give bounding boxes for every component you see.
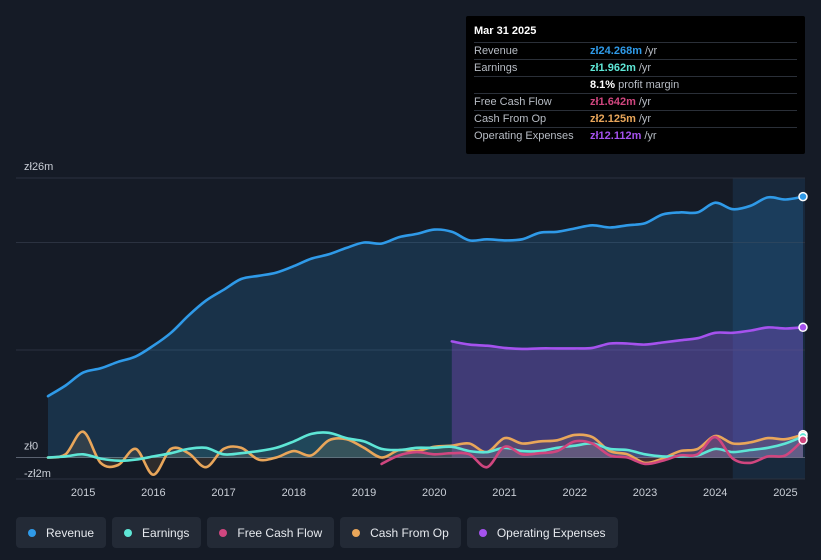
tooltip-row-value: zł12.112m bbox=[590, 130, 642, 142]
legend-item-label: Earnings bbox=[142, 525, 190, 540]
legend-dot-icon bbox=[124, 528, 133, 537]
operating-expenses-end-marker bbox=[798, 322, 808, 333]
data-tooltip: Mar 31 2025 Revenue zł24.268m/yr Earnings z… bbox=[466, 16, 805, 154]
x-axis-ticks: 2015 2016 2017 2018 2019 2020 2021 2022 2023 2024… bbox=[71, 487, 798, 499]
legend-dot-icon bbox=[219, 528, 228, 537]
y-axis-labels: zł26m zł0 -zł2m bbox=[24, 161, 53, 480]
legend-dot-icon bbox=[478, 528, 487, 537]
legend-item-label: Operating Expenses bbox=[496, 525, 606, 540]
x-tick-label: 2018 bbox=[282, 487, 306, 499]
tooltip-row: Earnings zł1.962m/yr bbox=[474, 59, 797, 76]
x-tick-label: 2019 bbox=[352, 487, 376, 499]
legend-item-cash-from-op[interactable]: Cash From Op bbox=[340, 517, 461, 548]
operating-expenses-area bbox=[451, 327, 803, 458]
legend-item-label: Revenue bbox=[46, 525, 95, 540]
chart-legend: Revenue Earnings Free Cash Flow Cash From O… bbox=[16, 517, 618, 548]
tooltip-row-unit: profit margin bbox=[618, 79, 680, 91]
x-tick-label: 2020 bbox=[422, 487, 446, 499]
x-tick-label: 2025 bbox=[773, 487, 797, 499]
tooltip-row: Cash From Op zł2.125m/yr bbox=[474, 110, 797, 127]
x-tick-label: 2016 bbox=[141, 487, 165, 499]
revenue-area bbox=[48, 196, 803, 458]
legend-item-revenue[interactable]: Revenue bbox=[16, 517, 107, 548]
x-tick-label: 2024 bbox=[703, 487, 727, 499]
tooltip-row-label: Cash From Op bbox=[474, 113, 547, 125]
tooltip-row-label: Free Cash Flow bbox=[474, 96, 552, 108]
y-axis-label: -zł2m bbox=[24, 468, 51, 480]
tooltip-row-label bbox=[474, 77, 590, 93]
tooltip-row-value: zł24.268m bbox=[590, 45, 642, 57]
legend-dot-icon bbox=[352, 528, 361, 537]
tooltip-row-unit: /yr bbox=[638, 62, 652, 74]
legend-item-operating-expenses[interactable]: Operating Expenses bbox=[466, 517, 618, 548]
x-tick-label: 2021 bbox=[492, 487, 516, 499]
y-axis-label: zł0 bbox=[24, 441, 38, 453]
revenue-line bbox=[46, 195, 805, 398]
revenue-end-marker bbox=[798, 191, 808, 202]
x-tick-label: 2022 bbox=[563, 487, 587, 499]
series-end-markers bbox=[798, 191, 808, 445]
tooltip-row-value: 8.1% bbox=[590, 79, 616, 91]
legend-item-label: Cash From Op bbox=[370, 525, 449, 540]
legend-item-label: Free Cash Flow bbox=[237, 525, 323, 540]
free-cash-flow-area bbox=[381, 437, 803, 468]
tooltip-row-unit: /yr bbox=[638, 96, 652, 108]
legend-item-earnings[interactable]: Earnings bbox=[112, 517, 202, 548]
legend-item-free-cash-flow[interactable]: Free Cash Flow bbox=[207, 517, 335, 548]
legend-dot-icon bbox=[28, 528, 36, 537]
tooltip-date: Mar 31 2025 bbox=[474, 25, 537, 37]
tooltip-row-label: Earnings bbox=[474, 62, 518, 74]
free-cash-flow-line bbox=[380, 435, 805, 469]
tooltip-row-label: Operating Expenses bbox=[474, 130, 574, 142]
y-axis-label: zł26m bbox=[24, 161, 53, 173]
x-tick-label: 2017 bbox=[211, 487, 235, 499]
tooltip-row-unit: /yr bbox=[638, 113, 652, 125]
x-tick-label: 2023 bbox=[633, 487, 657, 499]
tooltip-row-unit: /yr bbox=[644, 130, 657, 142]
free-cash-flow-end-marker bbox=[798, 435, 808, 445]
tooltip-row: Operating Expenses zł12.112m/yr bbox=[474, 127, 797, 144]
tooltip-row-value: zł1.962m bbox=[590, 62, 636, 74]
x-tick-label: 2015 bbox=[71, 487, 95, 499]
tooltip-row-value: zł1.642m bbox=[590, 96, 636, 108]
series-areas bbox=[48, 196, 803, 475]
operating-expenses-line bbox=[450, 326, 805, 351]
tooltip-row: Free Cash Flow zł1.642m/yr bbox=[474, 93, 797, 110]
tooltip-row-unit: /yr bbox=[644, 45, 658, 57]
tooltip-row-label: Revenue bbox=[474, 45, 519, 57]
series-lines bbox=[46, 195, 805, 476]
tooltip-row-value: zł2.125m bbox=[590, 113, 636, 125]
tooltip-row: Revenue zł24.268m/yr bbox=[474, 42, 797, 59]
tooltip-row: 8.1% profit margin bbox=[474, 76, 797, 93]
